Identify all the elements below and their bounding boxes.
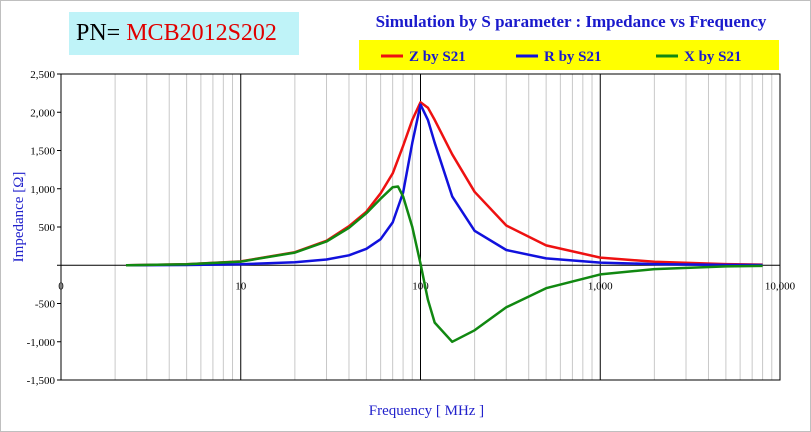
x-tick-label: 1,000: [588, 280, 613, 292]
y-tick-label: 1,500: [30, 146, 55, 158]
y-tick-label: -1,500: [27, 375, 56, 387]
series-line-2: [125, 103, 763, 267]
x-tick-label: 0: [58, 280, 64, 292]
series-line-3: [125, 185, 763, 344]
y-tick-label: -500: [35, 299, 56, 311]
x-axis-label: Frequency [ MHz ]: [369, 403, 484, 419]
legend-label-2: R by S21: [544, 49, 602, 65]
y-axis-label: Impedance [Ω]: [11, 172, 27, 263]
y-tick-label: 1,000: [30, 184, 55, 196]
y-tick-label: 2,000: [30, 107, 55, 119]
part-number-box: PN= MCB2012S202: [69, 12, 299, 55]
x-tick-label: 10,000: [765, 280, 796, 292]
chart-title: Simulation by S parameter : Impedance vs…: [375, 12, 767, 31]
part-number-value: MCB2012S202: [126, 20, 277, 46]
y-tick-label: 500: [39, 222, 56, 234]
plot-frame: [60, 73, 781, 381]
series-line-1: [125, 101, 763, 267]
legend-box: [359, 40, 779, 70]
x-tick-label: 10: [235, 280, 247, 292]
y-tick-label: 2,500: [30, 69, 55, 81]
legend-label-1: Z by S21: [409, 49, 466, 65]
y-tick-label: -1,000: [27, 337, 56, 349]
part-number-prefix: PN=: [76, 20, 121, 46]
legend-label-3: X by S21: [684, 49, 742, 65]
